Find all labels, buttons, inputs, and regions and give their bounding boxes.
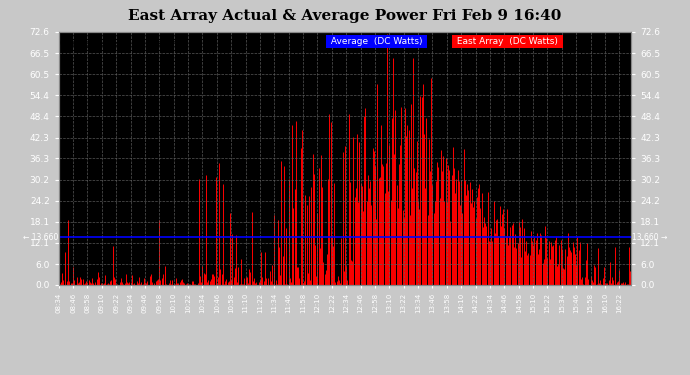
Text: 13.660 →: 13.660 →	[632, 233, 667, 242]
Text: Copyright 2018 Cartronics.com: Copyright 2018 Cartronics.com	[60, 39, 179, 48]
Text: East Array Actual & Average Power Fri Feb 9 16:40: East Array Actual & Average Power Fri Fe…	[128, 9, 562, 23]
Text: East Array  (DC Watts): East Array (DC Watts)	[454, 37, 560, 46]
Text: Average  (DC Watts): Average (DC Watts)	[328, 37, 425, 46]
Text: ← 13.660: ← 13.660	[23, 233, 58, 242]
